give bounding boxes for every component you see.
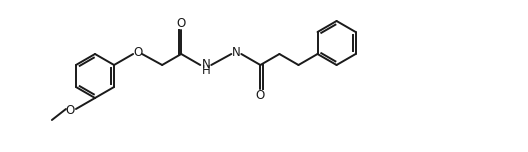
Text: O: O — [65, 104, 74, 116]
Text: O: O — [256, 89, 265, 102]
Text: N: N — [232, 47, 241, 59]
Text: N: N — [202, 57, 211, 71]
Text: H: H — [202, 64, 211, 78]
Text: O: O — [134, 47, 143, 59]
Text: O: O — [176, 17, 186, 30]
